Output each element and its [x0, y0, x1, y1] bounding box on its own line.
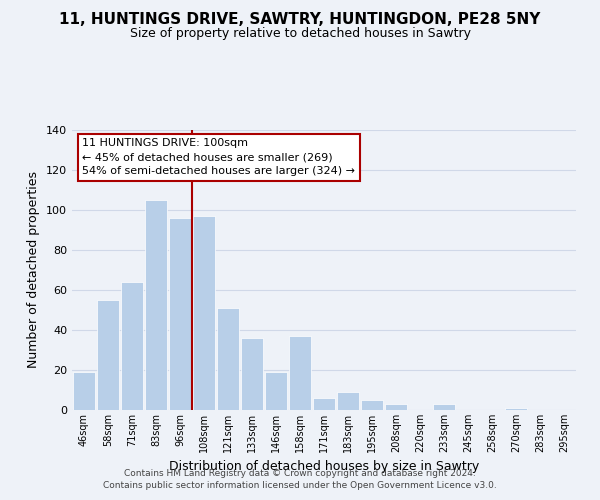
Y-axis label: Number of detached properties: Number of detached properties [28, 172, 40, 368]
Bar [313, 398, 335, 410]
Bar [169, 218, 191, 410]
Bar [505, 408, 527, 410]
Bar [97, 300, 119, 410]
Bar [337, 392, 359, 410]
Text: Contains public sector information licensed under the Open Government Licence v3: Contains public sector information licen… [103, 481, 497, 490]
Bar [145, 200, 167, 410]
Bar [217, 308, 239, 410]
X-axis label: Distribution of detached houses by size in Sawtry: Distribution of detached houses by size … [169, 460, 479, 473]
Bar [241, 338, 263, 410]
Bar [265, 372, 287, 410]
Text: 11, HUNTINGS DRIVE, SAWTRY, HUNTINGDON, PE28 5NY: 11, HUNTINGS DRIVE, SAWTRY, HUNTINGDON, … [59, 12, 541, 28]
Bar [361, 400, 383, 410]
Text: 11 HUNTINGS DRIVE: 100sqm
← 45% of detached houses are smaller (269)
54% of semi: 11 HUNTINGS DRIVE: 100sqm ← 45% of detac… [82, 138, 355, 176]
Bar [121, 282, 143, 410]
Bar [193, 216, 215, 410]
Text: Size of property relative to detached houses in Sawtry: Size of property relative to detached ho… [130, 28, 470, 40]
Text: Contains HM Land Registry data © Crown copyright and database right 2024.: Contains HM Land Registry data © Crown c… [124, 468, 476, 477]
Bar [385, 404, 407, 410]
Bar [289, 336, 311, 410]
Bar [73, 372, 95, 410]
Bar [433, 404, 455, 410]
